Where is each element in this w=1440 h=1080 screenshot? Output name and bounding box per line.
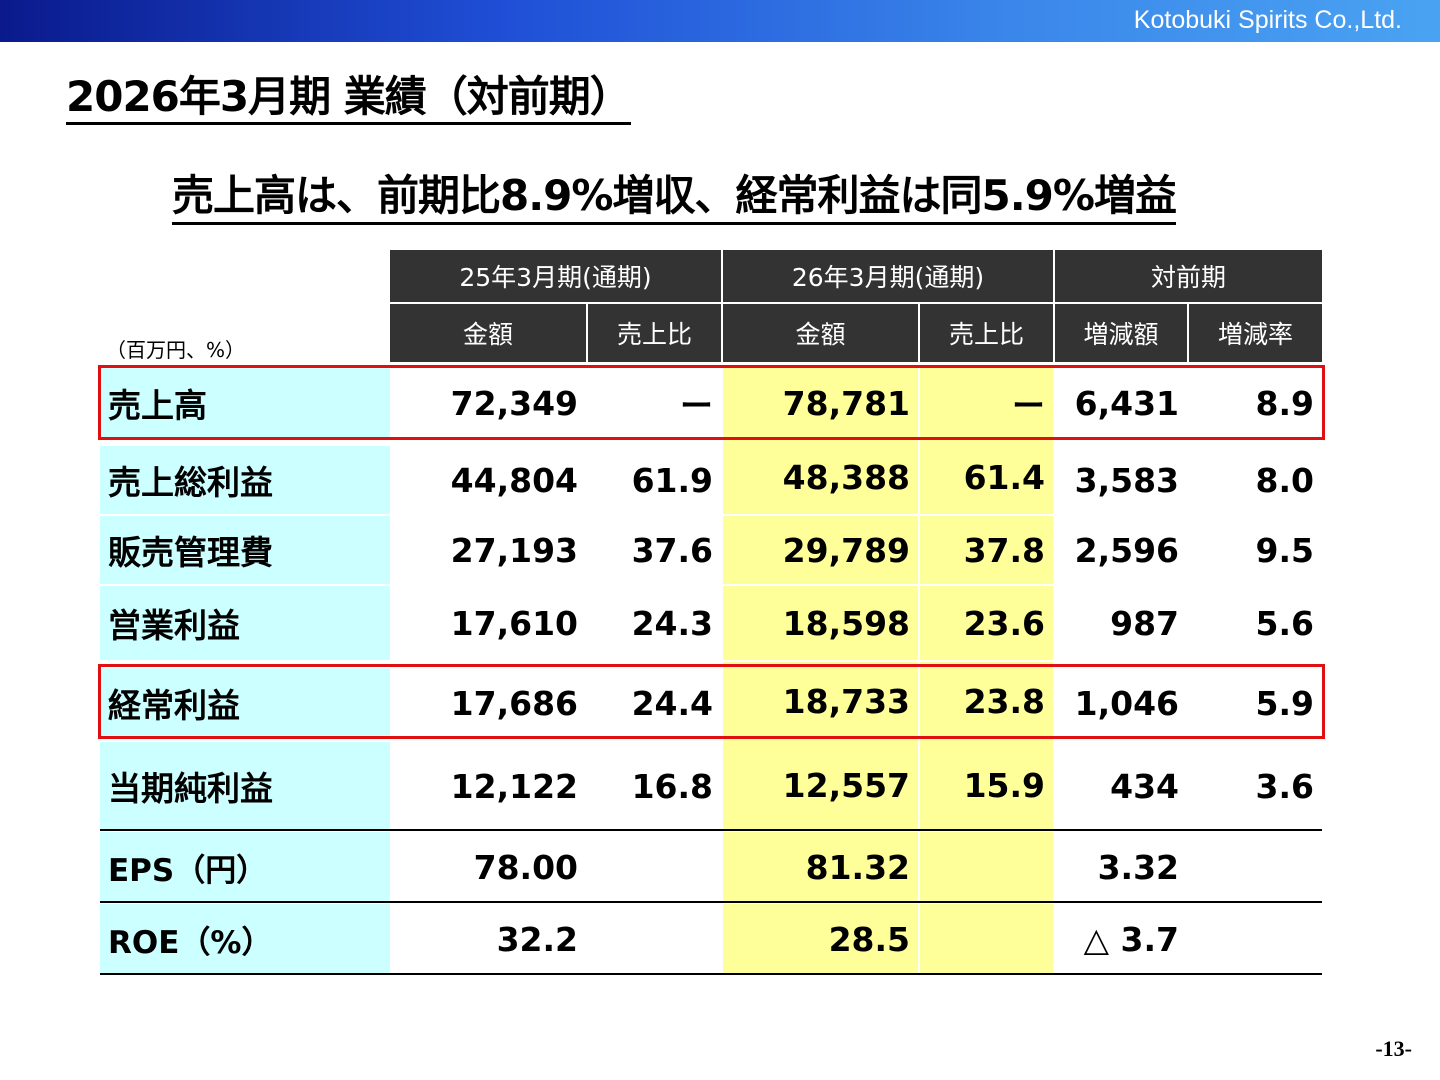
change-amount: 987 — [1110, 603, 1179, 643]
cur-ratio: 15.9 — [920, 740, 1053, 830]
cur-ratio — [920, 904, 1053, 974]
prev-amount: 44,804 — [450, 460, 578, 500]
group-header-prev: 25年3月期(通期) — [390, 250, 721, 302]
change-amount: 1,046 — [1074, 683, 1179, 723]
highlight-box-sales — [98, 365, 1325, 440]
prev-amount: 32.2 — [496, 919, 578, 959]
prev-amount: 17,686 — [450, 683, 578, 723]
cur-amount: 81.32 — [723, 832, 918, 902]
row-divider — [100, 973, 1322, 975]
change-amount: 2,596 — [1074, 530, 1179, 570]
highlight-box-ordinary-profit — [98, 664, 1325, 739]
change-amount: 434 — [1110, 766, 1179, 806]
cur-ratio — [920, 832, 1053, 902]
change-rate: 8.0 — [1255, 460, 1314, 500]
unit-note: （百万円、%） — [106, 338, 246, 362]
change-amount: 3,583 — [1074, 460, 1179, 500]
row-label: 営業利益 — [100, 586, 390, 660]
row-label: 売上高 — [100, 368, 390, 438]
subheader-cur-ratio: 売上比 — [920, 304, 1053, 362]
change-rate: 5.9 — [1255, 683, 1314, 723]
prev-ratio: ー — [680, 386, 713, 425]
change-rate: 9.5 — [1255, 530, 1314, 570]
row-label: 販売管理費 — [100, 516, 390, 584]
change-amount: 6,431 — [1074, 383, 1179, 423]
prev-ratio: 37.6 — [631, 530, 713, 570]
subheader-prev-ratio: 売上比 — [588, 304, 721, 362]
cur-amount: 78,781 — [723, 368, 918, 438]
subheader-change-rate: 増減率 — [1189, 304, 1322, 362]
prev-ratio: 16.8 — [631, 766, 713, 806]
top-banner: Kotobuki Spirits Co.,Ltd. — [0, 0, 1440, 42]
prev-ratio: 24.3 — [631, 603, 713, 643]
cur-ratio: 37.8 — [920, 516, 1053, 584]
prev-amount: 17,610 — [450, 603, 578, 643]
group-header-change: 対前期 — [1055, 250, 1322, 302]
cur-amount: 18,598 — [723, 586, 918, 660]
prev-ratio — [588, 832, 721, 902]
change-rate — [1189, 904, 1322, 974]
group-header-cur: 26年3月期(通期) — [723, 250, 1053, 302]
change-rate: 5.6 — [1255, 603, 1314, 643]
change-rate: 8.9 — [1255, 383, 1314, 423]
cur-ratio: 23.8 — [920, 662, 1053, 740]
row-label: ROE（%） — [100, 904, 390, 974]
cur-amount: 18,733 — [723, 662, 918, 740]
subheader-prev-amount: 金額 — [390, 304, 586, 362]
company-name: Kotobuki Spirits Co.,Ltd. — [1133, 6, 1402, 34]
change-amount: △ 3.7 — [1083, 919, 1179, 959]
subheader-cur-amount: 金額 — [723, 304, 918, 362]
row-label: EPS（円） — [100, 832, 390, 902]
page-subtitle: 売上高は、前期比8.9%増収、経常利益は同5.9%増益 — [172, 170, 1177, 225]
cur-ratio: 61.4 — [920, 440, 1053, 514]
change-rate — [1189, 832, 1322, 902]
change-rate: 3.6 — [1255, 766, 1314, 806]
cur-amount: 48,388 — [723, 440, 918, 514]
row-divider — [100, 829, 1322, 831]
row-divider — [100, 901, 1322, 903]
subheader-change-amount: 増減額 — [1055, 304, 1187, 362]
cur-ratio: ー — [920, 368, 1053, 438]
prev-amount: 72,349 — [450, 383, 578, 423]
cur-amount: 12,557 — [723, 740, 918, 830]
row-label: 売上総利益 — [100, 446, 390, 514]
row-label: 当期純利益 — [100, 742, 390, 830]
change-amount: 3.32 — [1097, 847, 1179, 887]
page-number: -13- — [1375, 1036, 1412, 1061]
cur-amount: 29,789 — [723, 516, 918, 584]
prev-ratio — [588, 904, 721, 974]
cur-amount: 28.5 — [723, 904, 918, 974]
prev-amount: 78.00 — [473, 847, 578, 887]
cur-ratio: 23.6 — [920, 586, 1053, 660]
prev-amount: 27,193 — [450, 530, 578, 570]
prev-ratio: 24.4 — [631, 683, 713, 723]
prev-ratio: 61.9 — [631, 460, 713, 500]
row-label: 経常利益 — [100, 668, 390, 738]
page-title: 2026年3月期 業績（対前期） — [66, 72, 632, 125]
prev-amount: 12,122 — [450, 766, 578, 806]
